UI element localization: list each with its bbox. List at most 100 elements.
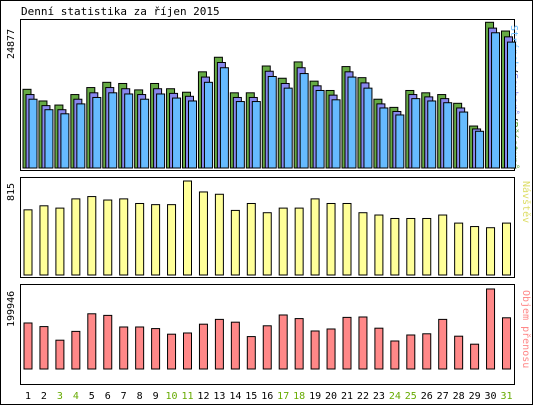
navstev-bar — [310, 198, 320, 276]
objem-bar — [406, 334, 416, 370]
navstev-bar — [294, 207, 304, 276]
navstev-bar — [39, 205, 49, 276]
day-tick-label: 23 — [373, 391, 385, 402]
objem-bar — [103, 314, 113, 370]
stranek-bar — [219, 67, 229, 169]
navstev-bar — [87, 196, 97, 276]
objem-bar — [470, 343, 480, 370]
objem-bar — [310, 330, 320, 370]
day-tick-label: 11 — [181, 391, 193, 402]
stranek-bar — [188, 100, 197, 169]
navstev-bar — [119, 198, 129, 276]
day-tick-label: 29 — [469, 391, 481, 402]
objem-bar — [87, 313, 97, 370]
stranek-bar — [427, 100, 437, 169]
objem-bar — [39, 326, 49, 370]
objem-bar — [326, 328, 336, 370]
navstev-bar — [470, 226, 480, 276]
stranek-bar — [395, 114, 405, 169]
day-tick-label: 24 — [389, 391, 401, 402]
day-tick-label: 4 — [73, 391, 79, 402]
objem-bar — [278, 314, 288, 370]
navstev-bar — [246, 202, 256, 276]
objem-bar — [374, 327, 384, 370]
day-tick-label: 2 — [41, 391, 47, 402]
stranek-bar — [363, 87, 373, 169]
stranek-bar — [251, 101, 261, 169]
day-tick-label: 3 — [57, 391, 63, 402]
objem-bar — [151, 328, 161, 370]
navstev-bar — [198, 191, 208, 276]
day-tick-label: 14 — [229, 391, 241, 402]
chart-title: Denní statistika za říjen 2015 — [21, 5, 220, 18]
stranek-bar — [267, 75, 277, 169]
navstev-bar — [438, 214, 448, 276]
day-tick-label: 25 — [405, 391, 417, 402]
stranek-bar — [491, 32, 501, 169]
navstev-bar — [262, 212, 272, 276]
stranek-bar — [44, 109, 54, 169]
stranek-bar — [92, 96, 102, 169]
stranek-bar — [459, 111, 469, 169]
navstev-bar — [358, 212, 368, 276]
day-tick-label: 7 — [121, 391, 127, 402]
objem-bar — [438, 318, 448, 370]
stranek-bar — [331, 99, 341, 169]
objem-bar — [135, 326, 145, 370]
day-tick-label: 15 — [245, 391, 257, 402]
objem-bar — [390, 340, 400, 370]
stranek-bar — [235, 101, 245, 169]
stranek-bar — [124, 93, 134, 169]
navstev-bar — [454, 222, 464, 276]
navstev-bar — [278, 207, 288, 276]
day-tick-label: 9 — [153, 391, 159, 402]
objem-bar — [183, 332, 192, 370]
day-tick-label: 16 — [261, 391, 273, 402]
stranek-bar — [379, 107, 389, 169]
day-tick-label: 8 — [137, 391, 143, 402]
objem-bar — [246, 336, 256, 370]
day-tick-label: 21 — [341, 391, 353, 402]
stranek-bar — [60, 113, 70, 169]
stranek-bar — [140, 98, 150, 169]
objem-bar — [454, 335, 464, 370]
day-tick-label: 1 — [25, 391, 31, 402]
day-tick-label: 13 — [213, 391, 225, 402]
objem-bar — [486, 288, 496, 370]
objem-bar — [358, 316, 368, 370]
day-tick-label: 18 — [293, 391, 305, 402]
day-tick-label: 20 — [325, 391, 337, 402]
stranek-bar — [443, 102, 453, 169]
stranek-bar — [347, 76, 357, 169]
day-tick-label: 30 — [485, 391, 497, 402]
day-tick-label: 19 — [309, 391, 321, 402]
navstev-bar — [326, 202, 336, 276]
navstev-bar — [230, 209, 240, 276]
objem-bar — [198, 323, 208, 370]
stranek-bar — [203, 81, 213, 169]
day-tick-label: 28 — [453, 391, 465, 402]
objem-bar — [119, 326, 129, 370]
objem-bar — [262, 325, 272, 370]
objem-bar — [422, 333, 432, 370]
navstev-bar — [342, 202, 352, 276]
stranek-bar — [76, 103, 86, 169]
navstev-bar — [502, 222, 511, 276]
objem-bar — [230, 321, 240, 370]
objem-bar — [214, 318, 224, 370]
stranek-bar — [156, 93, 166, 169]
day-tick-label: 17 — [277, 391, 289, 402]
stranek-bar — [507, 41, 516, 169]
stranek-bar — [475, 130, 485, 169]
day-tick-label: 6 — [105, 391, 111, 402]
day-tick-label: 22 — [357, 391, 369, 402]
objem-bar — [55, 339, 65, 370]
day-tick-label: 10 — [166, 391, 178, 402]
navstev-bar — [214, 193, 224, 276]
navstev-bar — [422, 217, 432, 276]
stranek-bar — [411, 98, 421, 169]
navstev-bar — [71, 198, 81, 276]
navstev-bar — [486, 227, 496, 276]
navstev-bar — [390, 217, 400, 276]
